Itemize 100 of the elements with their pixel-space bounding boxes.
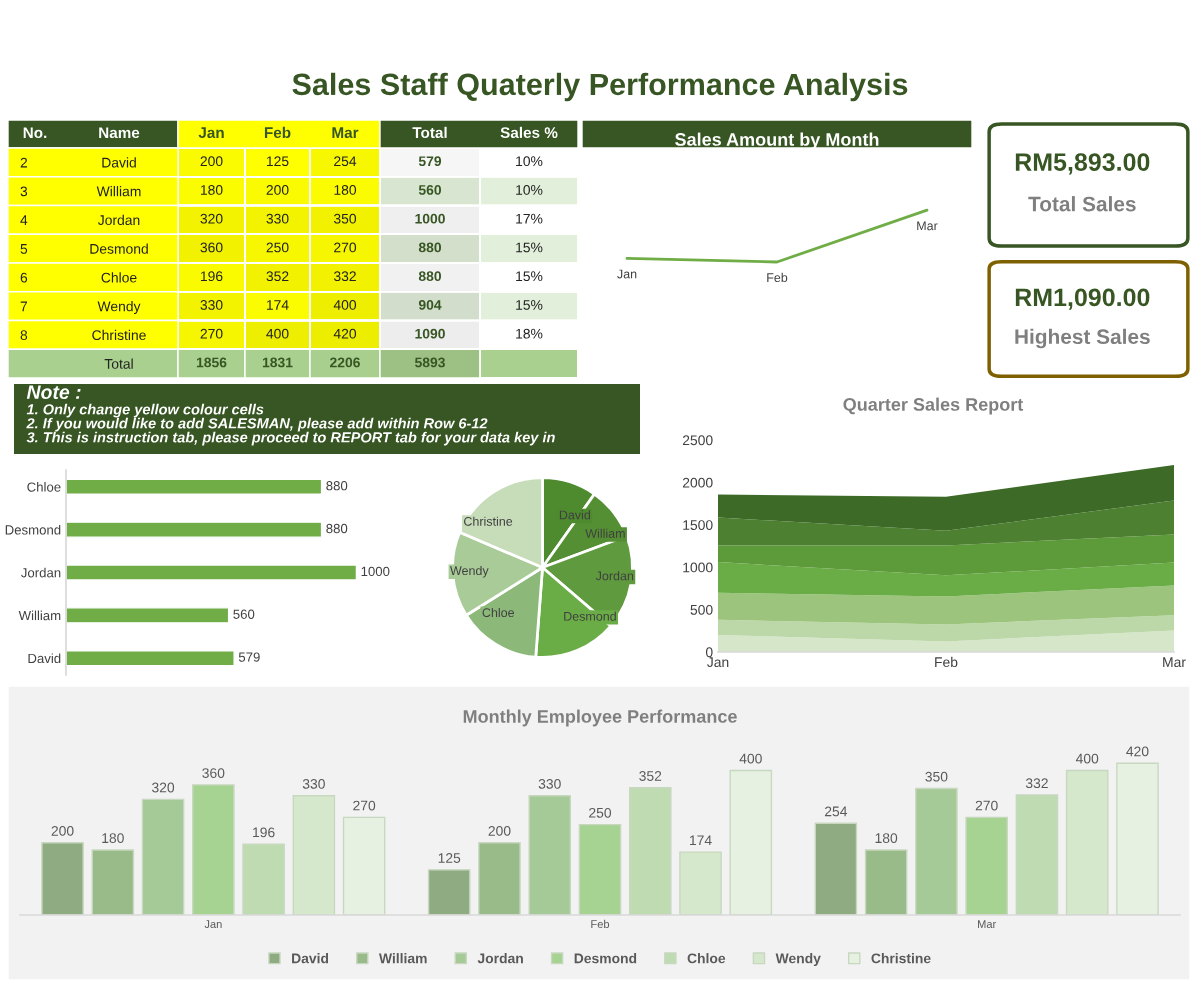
- x-tick-label: Feb: [264, 126, 291, 139]
- data-label: 10%: [516, 156, 543, 167]
- data-label: 180: [102, 833, 124, 844]
- data-label: 880: [418, 242, 442, 253]
- data-label: 1831: [262, 357, 293, 368]
- y2-tick-label: 7: [20, 301, 28, 312]
- data-label: 270: [353, 800, 376, 811]
- data-label: 200: [51, 825, 74, 836]
- data-label: 880: [418, 271, 442, 282]
- text: Highest Sales: [1015, 328, 1150, 349]
- data-label: 350: [333, 213, 357, 224]
- data-label: 250: [266, 242, 289, 253]
- data-label: 15%: [516, 300, 543, 310]
- text: RM5,893.00: [1015, 153, 1150, 175]
- y2-tick-label: 8: [20, 330, 28, 341]
- legend-label: William: [585, 528, 625, 538]
- data-label: 1000: [415, 213, 445, 224]
- data-label: 1856: [196, 357, 227, 368]
- text: Note :: [26, 385, 81, 400]
- y-tick-label: Jordan: [21, 567, 61, 578]
- y-tick-label: William: [18, 610, 61, 621]
- data-label: 180: [200, 185, 223, 195]
- text: Total Sales: [1028, 196, 1136, 212]
- x-tick-label: Feb: [935, 656, 958, 668]
- y-tick-label: 1500: [683, 520, 713, 530]
- x-tick-label: Mar: [332, 127, 359, 139]
- data-label: 200: [488, 825, 511, 836]
- slice-label: Chloe: [482, 607, 515, 618]
- y-tick-label: 500: [690, 604, 713, 615]
- data-label: 320: [200, 213, 223, 224]
- data-label: 579: [238, 652, 260, 662]
- data-label: 330: [200, 300, 223, 310]
- data-label: 174: [690, 835, 712, 846]
- legend-label: Wendy: [775, 953, 821, 967]
- data-label: 270: [334, 242, 357, 253]
- slice-label: David: [559, 510, 591, 520]
- x-tick-label: Total: [412, 126, 447, 139]
- slice-label: Christine: [464, 516, 513, 526]
- data-label: 15%: [516, 271, 543, 282]
- y-tick-label: Chloe: [27, 482, 61, 492]
- y-tick-label: 0: [705, 647, 713, 658]
- data-label: 15%: [516, 242, 543, 253]
- data-label: 196: [253, 827, 275, 838]
- data-label: 332: [333, 271, 356, 282]
- data-label: 196: [200, 271, 223, 282]
- legend-label: Jordan: [477, 953, 523, 964]
- data-label: 200: [266, 185, 289, 195]
- data-label: 400: [333, 300, 357, 310]
- data-label: 1000: [361, 566, 390, 577]
- y2-tick-label: 6: [20, 272, 28, 283]
- chart-title: Monthly Employee Performance: [463, 709, 737, 727]
- data-label: 270: [975, 800, 998, 811]
- slice-label: Desmond: [564, 611, 616, 621]
- x-tick-label: Sales %: [500, 126, 558, 139]
- data-label: 420: [333, 328, 357, 339]
- text: 2. If you would like to add SALESMAN, please add within Row 6-12: [26, 417, 488, 432]
- y2-tick-label: 3: [20, 186, 28, 197]
- y-tick-label: Total: [104, 358, 133, 369]
- data-label: 320: [152, 782, 175, 793]
- chart-title: Quarter Sales Report: [843, 397, 1024, 415]
- data-label: 880: [326, 481, 348, 491]
- y2-tick-label: 5: [20, 244, 28, 254]
- legend-label: Desmond: [574, 953, 637, 964]
- data-label: 904: [418, 300, 442, 310]
- data-label: 10%: [516, 185, 543, 195]
- data-label: 400: [266, 328, 289, 339]
- x-tick-label: Jan: [204, 920, 222, 929]
- data-label: 420: [1126, 746, 1149, 757]
- y-tick-label: Christine: [92, 329, 146, 341]
- text: RM1,090.00: [1015, 288, 1150, 310]
- y2-tick-label: 2: [20, 157, 28, 168]
- data-label: 17%: [516, 213, 543, 224]
- data-label: 254: [824, 806, 848, 817]
- data-label: 360: [202, 768, 225, 778]
- data-label: 18%: [516, 328, 543, 339]
- data-label: 2206: [330, 357, 360, 368]
- slice-label: Wendy: [450, 565, 489, 578]
- y-tick-label: Chloe: [101, 272, 137, 283]
- data-label: 330: [302, 778, 325, 789]
- data-label: 180: [875, 833, 898, 844]
- data-label: 352: [639, 771, 662, 781]
- x-tick-label: Jan: [198, 127, 224, 139]
- y-tick-label: Desmond: [90, 243, 148, 254]
- data-label: 254: [334, 156, 357, 167]
- legend-label: William: [378, 953, 427, 964]
- data-label: 1090: [415, 328, 445, 339]
- data-label: 400: [1075, 753, 1099, 764]
- data-label: 270: [200, 328, 223, 339]
- y-tick-label: 2500: [682, 435, 713, 446]
- data-label: 400: [739, 753, 762, 764]
- x-tick-label: Jan: [617, 269, 637, 279]
- x-tick-label: Mar: [1163, 657, 1186, 668]
- data-label: 330: [266, 213, 289, 224]
- data-label: 250: [589, 807, 612, 818]
- data-label: 360: [200, 242, 223, 253]
- y-tick-label: Desmond: [5, 524, 61, 535]
- data-label: 560: [233, 609, 255, 619]
- y-tick-label: Wendy: [97, 301, 141, 315]
- y-axis-title: Name: [99, 127, 140, 139]
- x-tick-label: Feb: [767, 272, 788, 283]
